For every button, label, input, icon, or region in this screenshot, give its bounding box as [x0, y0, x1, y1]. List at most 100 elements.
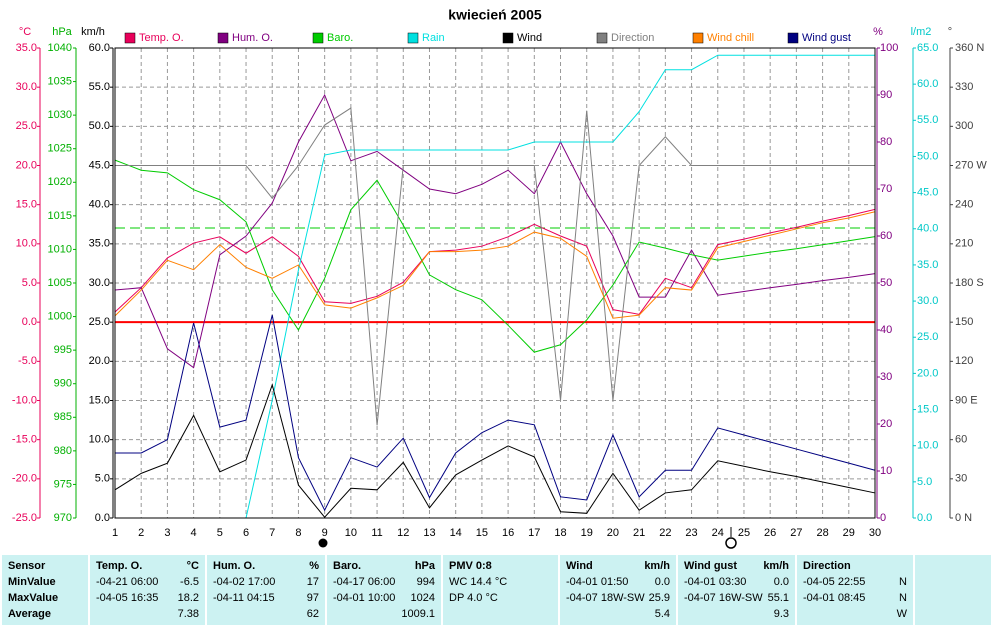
y-tick-label: 30	[880, 371, 892, 383]
x-tick-label: 29	[843, 527, 855, 539]
x-tick-label: 20	[607, 527, 619, 539]
legend-swatch	[787, 32, 799, 44]
y-tick-label: 40.0	[89, 199, 110, 211]
x-tick-label: 23	[685, 527, 697, 539]
y-tick-label: -20.0	[12, 473, 37, 485]
axis-unit: km/h	[81, 26, 105, 38]
cell-text: -04-05 16:35	[96, 592, 159, 604]
section-title: Wind gust	[684, 560, 738, 572]
cell-text: -04-21 06:00	[96, 576, 159, 588]
x-tick-label: 28	[816, 527, 828, 539]
cell-value: 97	[306, 592, 319, 604]
series-line	[114, 159, 876, 353]
series-line	[114, 211, 876, 319]
section-title: Baro.	[333, 560, 362, 572]
cell-text: MaxValue	[8, 592, 59, 604]
cell-text: -04-05 22:55	[803, 576, 866, 588]
x-tick-label: 6	[243, 527, 249, 539]
y-tick-label: 25.0	[917, 331, 938, 343]
section-unit: km/h	[644, 560, 670, 572]
legend-swatch	[596, 32, 608, 44]
cell-text: -04-17 06:00	[333, 576, 396, 588]
x-tick-label: 17	[528, 527, 540, 539]
cell-text: -04-01 01:50	[566, 576, 629, 588]
y-tick-label: 120	[955, 355, 973, 367]
section-title: Sensor	[8, 560, 46, 572]
y-tick-label: 1000	[48, 310, 72, 322]
y-tick-label: 10.0	[917, 440, 938, 452]
y-tick-label: 1020	[48, 176, 72, 188]
chart-title: kwiecień 2005	[448, 7, 542, 23]
cell-value: 7.38	[177, 608, 199, 620]
y-tick-label: 15.0	[16, 199, 37, 211]
x-tick-label: 22	[659, 527, 671, 539]
cell-text: -04-11 04:15	[213, 592, 275, 604]
section-title: Hum. O.	[213, 560, 256, 572]
y-tick-label: 0	[880, 512, 886, 524]
y-tick-label: 30.0	[16, 81, 37, 93]
cell-value: 0.0	[654, 576, 670, 588]
y-tick-label: 30	[955, 473, 967, 485]
cell-value: 1024	[410, 592, 435, 604]
cell-value: 62	[306, 608, 319, 620]
x-tick-label: 16	[502, 527, 514, 539]
y-tick-label: 20.0	[89, 355, 110, 367]
x-tick-label: 4	[191, 527, 197, 539]
y-tick-label: 60	[880, 230, 892, 242]
series-line	[115, 314, 876, 512]
y-tick-label: 990	[54, 378, 72, 390]
y-tick-label: 10.0	[16, 238, 37, 250]
cell-value: 1009.1	[401, 608, 435, 620]
stats-table: Sensor MinValue MaxValue Average Temp. O. °C -…	[0, 555, 991, 625]
x-tick-label: 3	[164, 527, 170, 539]
y-tick-label: 90 E	[955, 394, 978, 406]
legend-swatch	[692, 32, 704, 44]
y-tick-label: 70	[880, 183, 892, 195]
y-tick-label: 1040	[48, 42, 72, 54]
new-moon-icon	[318, 538, 328, 548]
y-tick-label: 35.0	[917, 259, 938, 271]
y-tick-label: 20.0	[16, 159, 37, 171]
y-tick-label: 25.0	[89, 316, 110, 328]
y-tick-label: 15.0	[917, 403, 938, 415]
y-tick-label: 45.0	[917, 187, 938, 199]
section-title: Temp. O.	[96, 560, 143, 572]
series-line	[115, 107, 875, 426]
y-tick-label: 980	[54, 445, 72, 457]
y-tick-label: 90	[880, 89, 892, 101]
x-tick-label: 25	[738, 527, 750, 539]
y-tick-label: 55.0	[89, 81, 110, 93]
cell-text: -04-02 17:00	[213, 576, 276, 588]
y-tick-label: 20	[880, 418, 892, 430]
y-tick-label: 150	[955, 316, 973, 328]
legend-label: Wind	[517, 32, 542, 44]
y-tick-label: 5.0	[95, 473, 110, 485]
x-tick-label: 9	[322, 527, 328, 539]
y-tick-label: 25.0	[16, 120, 37, 132]
y-tick-label: 210	[955, 238, 973, 250]
y-tick-label: 240	[955, 199, 973, 211]
y-tick-label: 35.0	[16, 42, 37, 54]
y-tick-label: 985	[54, 411, 72, 423]
table-section: Wind gust km/h -04-01 03:30 0.0 -04-07 16W-S…	[676, 555, 795, 625]
cell-value: 0.0	[773, 576, 789, 588]
series-line	[245, 54, 875, 519]
y-tick-label: 30.0	[89, 277, 110, 289]
chart: kwiecień 2005 km/h 0.0 5.0 10.0 15.0 20.0 25.0…	[12, 7, 987, 549]
y-tick-label: 5.0	[22, 277, 37, 289]
y-tick-label: 975	[54, 478, 72, 490]
section-title: PMV 0:8	[449, 560, 492, 572]
y-tick-label: 995	[54, 344, 72, 356]
table-section: Wind km/h -04-01 01:50 0.0 -04-07 18W-SW 25.9…	[558, 555, 676, 625]
cell-text: -04-07 18W-SW	[566, 592, 645, 604]
axis-unit: l/m2	[911, 26, 932, 38]
table-section: Hum. O.% -04-02 17:00 17 -04-11 04:15 97 62	[205, 555, 325, 625]
y-tick-label: 0.0	[917, 512, 932, 524]
plot-border	[114, 47, 876, 519]
y-tick-label: 80	[880, 136, 892, 148]
x-tick-label: 12	[397, 527, 409, 539]
y-tick-label: 50.0	[917, 150, 938, 162]
table-section: Sensor MinValue MaxValue Average	[0, 555, 88, 625]
table-section: PMV 0:8 WC 14.4 °C DP 4.0 °C	[441, 555, 558, 625]
